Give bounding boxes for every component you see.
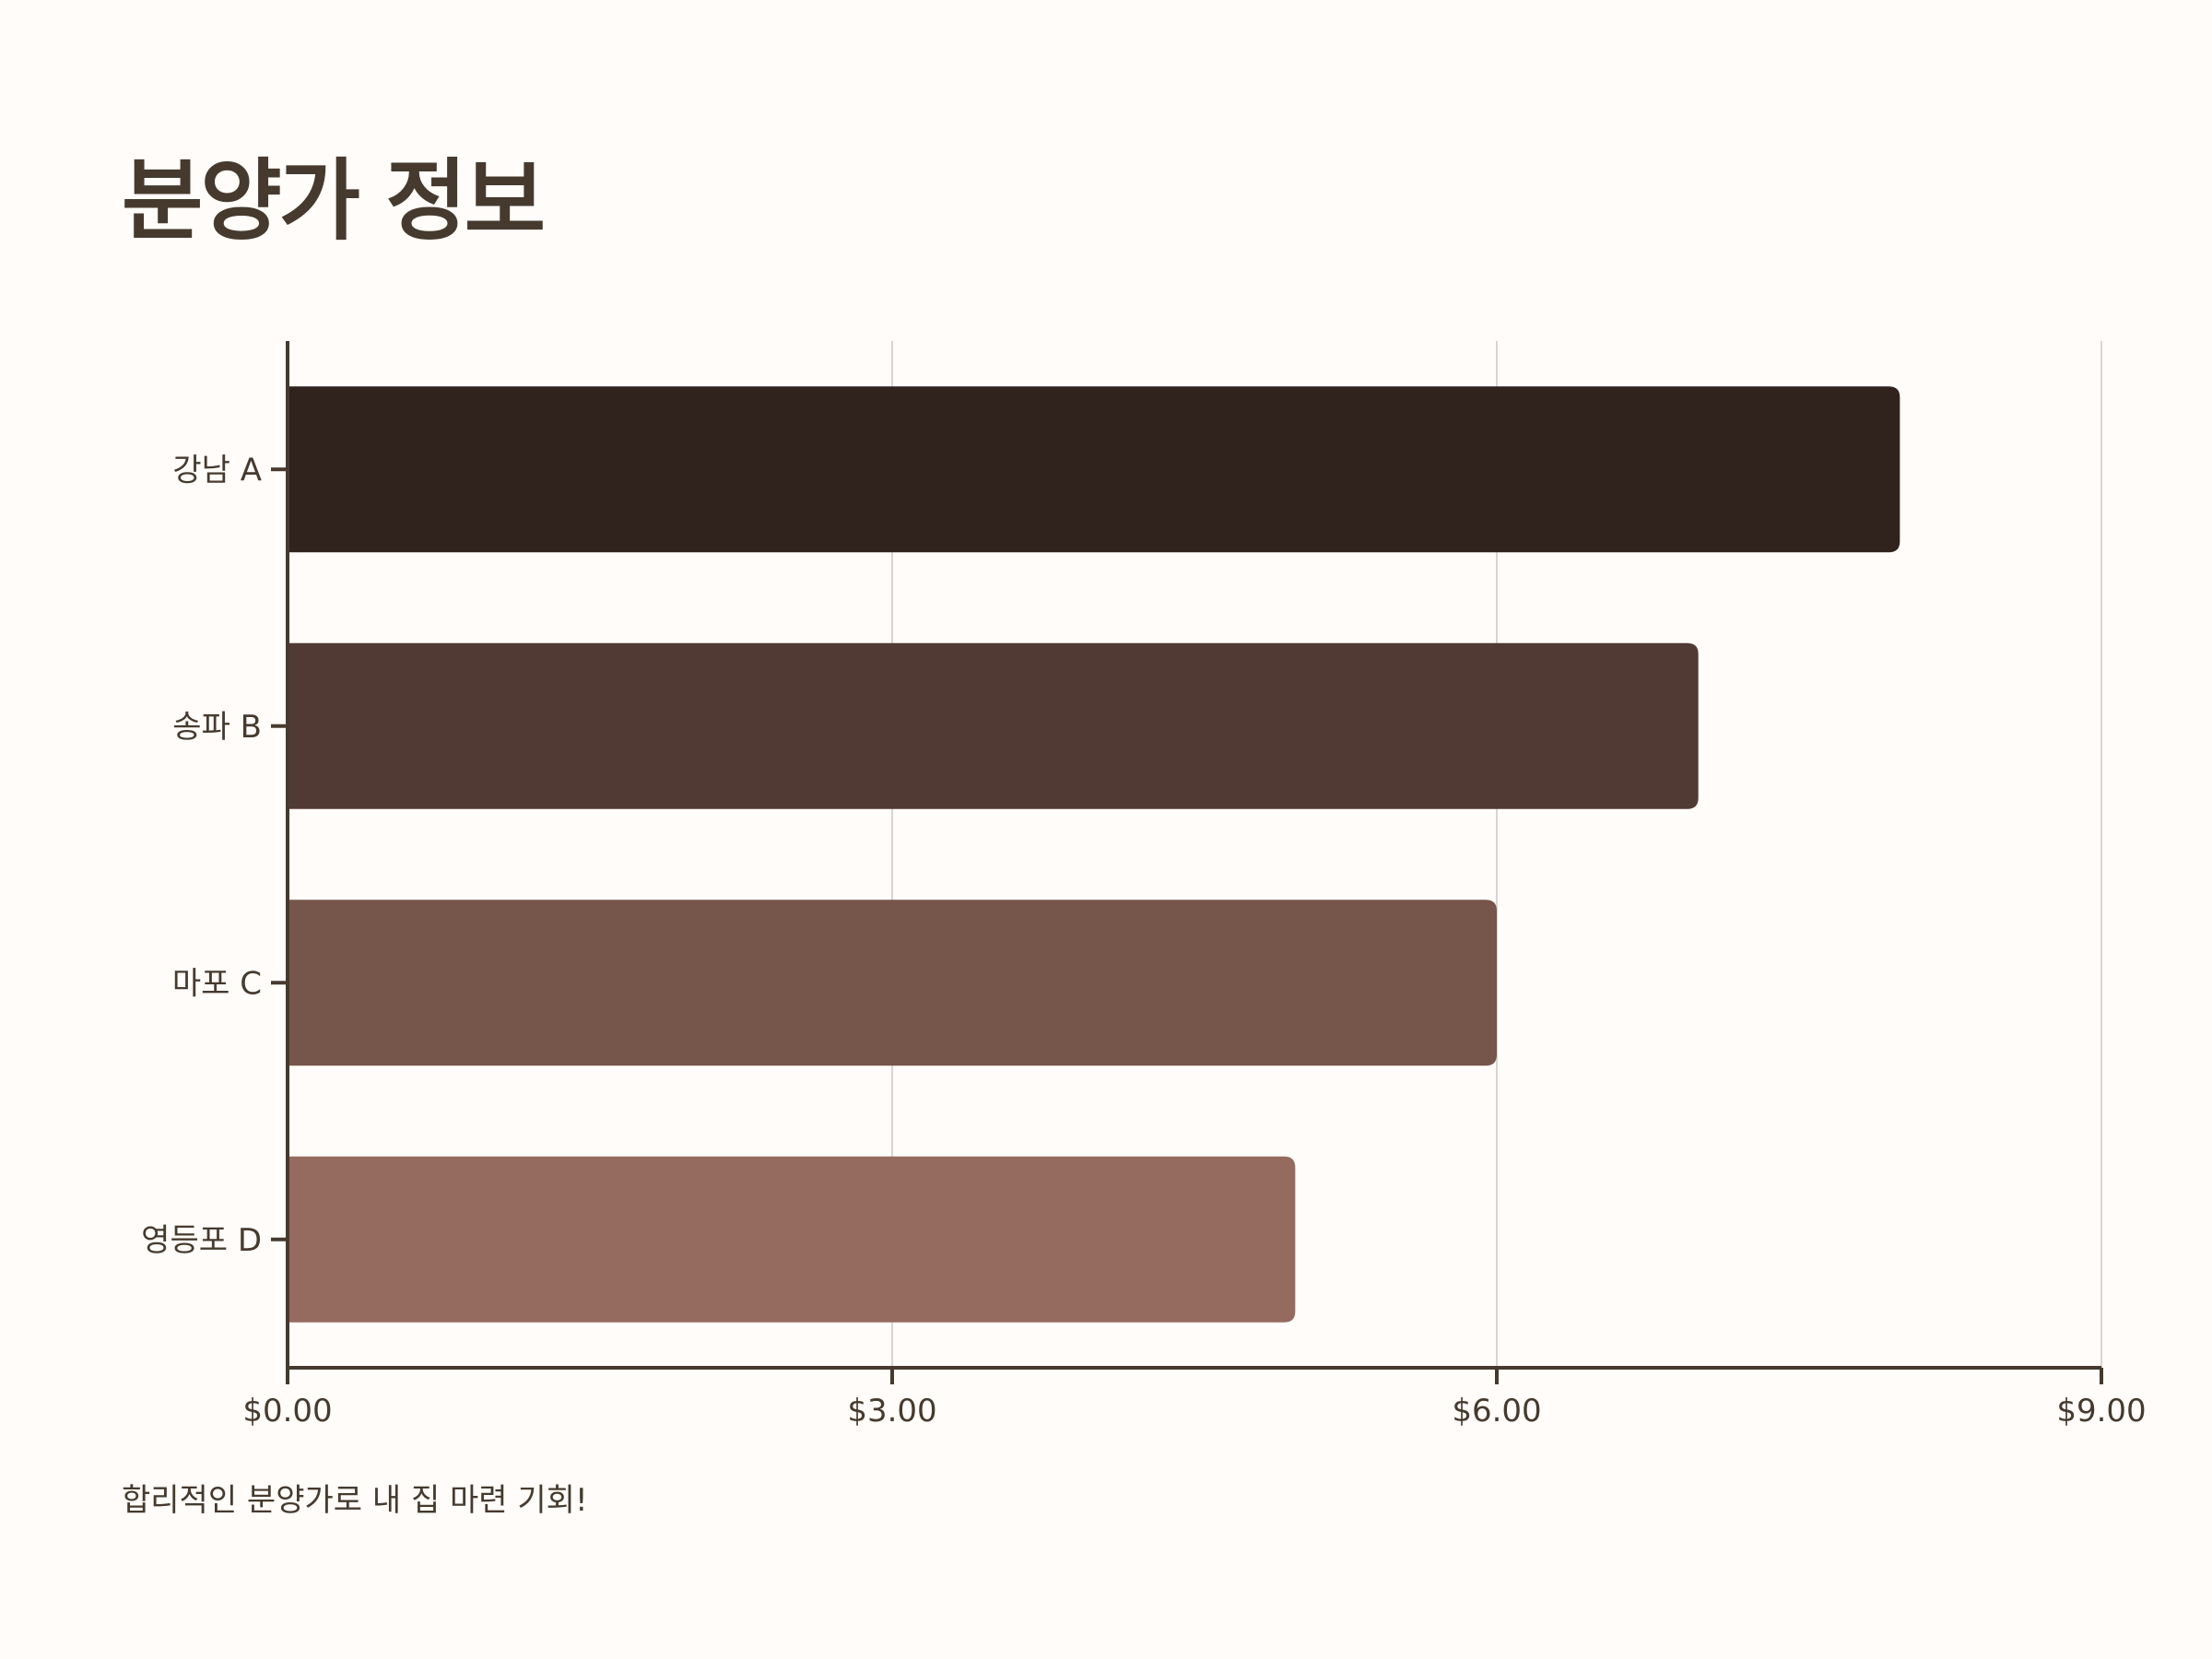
x-tick-label: $9.00 — [2056, 1393, 2146, 1430]
y-tick-label: 영등포 D — [141, 1222, 262, 1259]
y-axis-ticks: 강남 A 송파 B 마포 C 영등포 D — [141, 452, 288, 1259]
chart-footnote: 합리적인 분양가로 내 집 마련 기회! — [122, 1482, 588, 1519]
bar — [288, 900, 1497, 1066]
bar — [288, 386, 1900, 553]
bars — [288, 386, 1900, 1323]
x-axis-ticks: $0.00 $3.00 $6.00 $9.00 — [242, 1368, 2147, 1430]
x-tick-label: $6.00 — [1452, 1393, 1541, 1430]
axes — [286, 341, 2101, 1370]
bar — [288, 642, 1699, 809]
y-tick-label: 송파 B — [172, 709, 262, 746]
y-tick-label: 마포 C — [172, 965, 262, 1002]
y-tick-label: 강남 A — [172, 452, 262, 488]
page-title: 분양가 정보 — [122, 149, 546, 253]
x-tick-label: $0.00 — [242, 1393, 332, 1430]
x-tick-label: $3.00 — [847, 1393, 936, 1430]
bar — [288, 1156, 1296, 1323]
